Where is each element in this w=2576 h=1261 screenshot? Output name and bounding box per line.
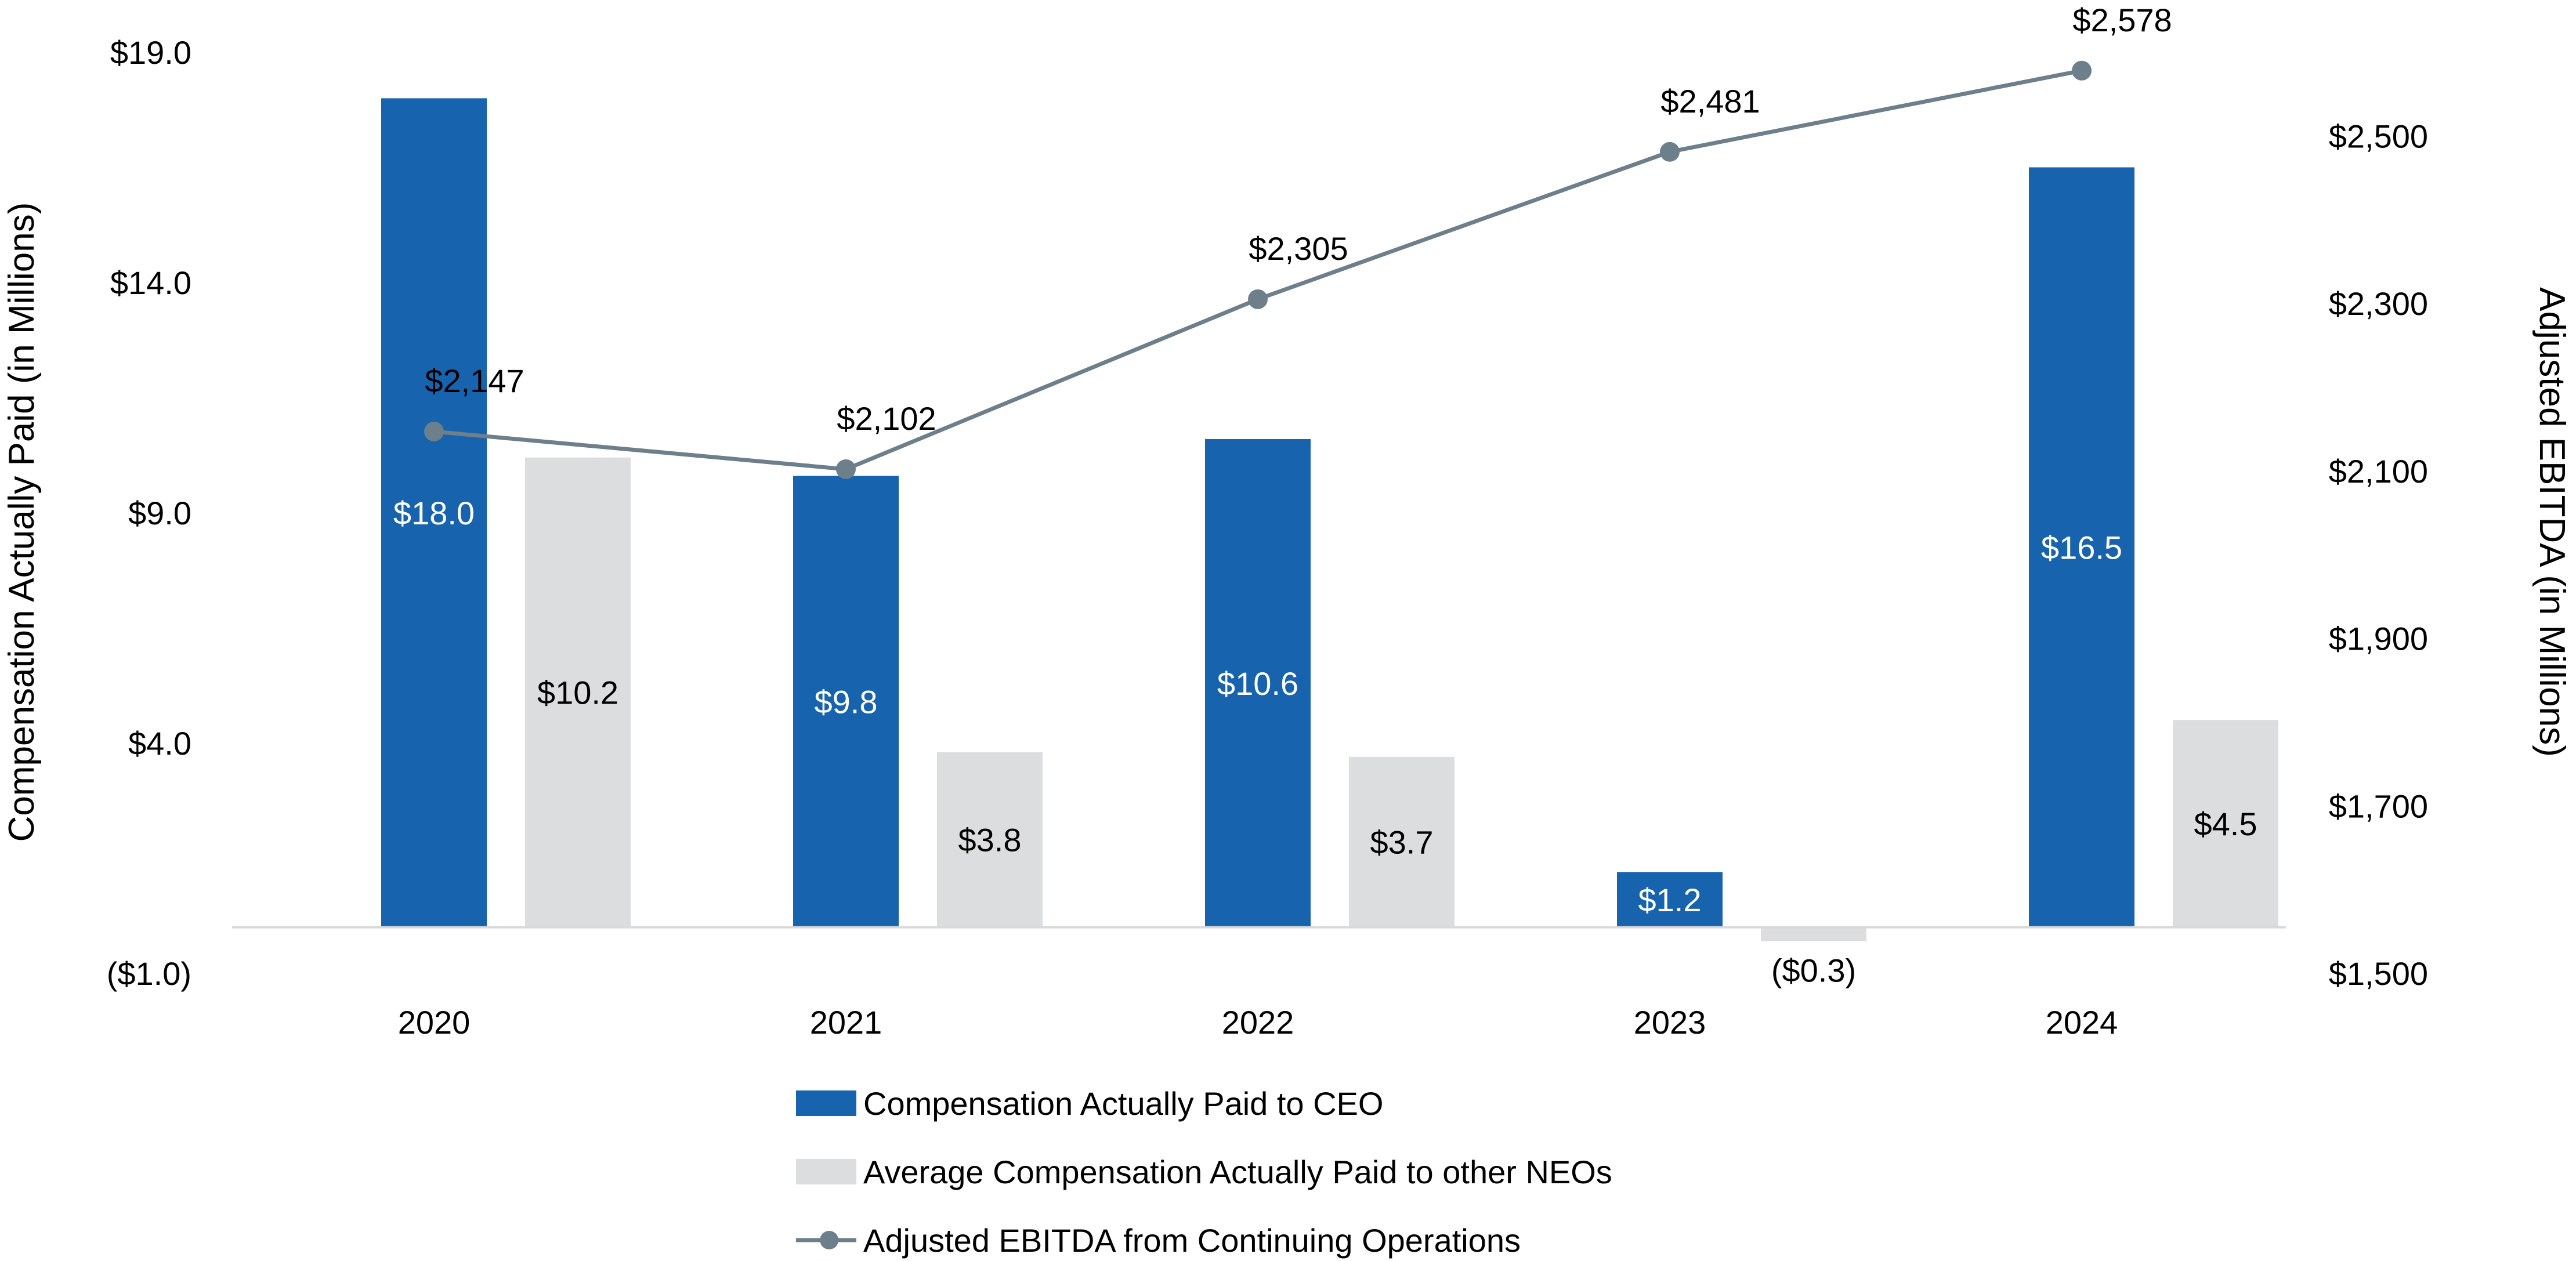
legend-swatch-neo (796, 1159, 856, 1184)
neo-bar (525, 457, 631, 927)
left-axis-title: Compensation Actually Paid (in Millions) (2, 202, 42, 842)
category-labels: 2020 2021 2022 2023 2024 (398, 1004, 2118, 1041)
right-axis-ticks: $2,500 $2,300 $2,100 $1,900 $1,700 $1,500 (2329, 118, 2428, 992)
ceo-bar (1205, 439, 1311, 927)
legend-label: Adjusted EBITDA from Continuing Operatio… (863, 1222, 1521, 1259)
ebitda-point (1248, 289, 1268, 309)
legend-label: Average Compensation Actually Paid to ot… (863, 1154, 1612, 1190)
ebitda-label: $2,578 (2072, 2, 2172, 38)
category-label: 2024 (2046, 1004, 2118, 1041)
right-tick-label: $2,100 (2329, 453, 2428, 490)
left-tick-label: $19.0 (110, 34, 191, 71)
category-label: 2022 (1222, 1004, 1294, 1041)
neo-bar-label: ($0.3) (1771, 952, 1856, 988)
ceo-bar-label: $9.8 (815, 684, 878, 720)
ceo-bar (381, 98, 487, 927)
ebitda-line (433, 68, 2082, 472)
ceo-bar (1617, 872, 1723, 927)
neo-bar-label: $10.2 (537, 675, 618, 711)
ebitda-point (836, 459, 856, 479)
legend-swatch-ceo (796, 1090, 856, 1116)
ebitda-point (424, 421, 444, 441)
ebitda-label: $2,305 (1249, 230, 1348, 267)
bars: $18.0 $9.8 $10.6 $1.2 $16.5 $10.2 $3.8 $3.7 ($0.… (381, 98, 2278, 988)
left-tick-label: $4.0 (128, 725, 191, 762)
neo-bar (1349, 756, 1455, 927)
category-label: 2021 (810, 1004, 882, 1041)
right-tick-label: $2,300 (2329, 285, 2428, 322)
ebitda-label: $2,147 (425, 363, 524, 399)
right-tick-label: $2,500 (2329, 118, 2428, 154)
ebitda-line-series: $2,147 $2,102 $2,305 $2,481 $2,578 (424, 2, 2172, 479)
neo-bar (937, 752, 1043, 927)
left-tick-label: ($1.0) (107, 955, 191, 992)
neo-bar-label: $4.5 (2194, 806, 2257, 842)
ebitda-label: $2,102 (837, 400, 936, 437)
ceo-bar (793, 476, 899, 927)
category-label: 2023 (1634, 1004, 1706, 1041)
right-tick-label: $1,500 (2329, 955, 2428, 992)
ebitda-label: $2,481 (1660, 83, 1760, 119)
legend: Compensation Actually Paid to CEO Average… (796, 1085, 1612, 1259)
left-axis-ticks: $19.0 $14.0 $9.0 $4.0 ($1.0) (107, 34, 191, 992)
ceo-bar-label: $1.2 (1638, 882, 1702, 918)
neo-bar (2173, 720, 2278, 927)
legend-label: Compensation Actually Paid to CEO (863, 1085, 1383, 1122)
ceo-bar-label: $10.6 (1217, 665, 1298, 702)
right-tick-label: $1,700 (2329, 788, 2428, 824)
left-tick-label: $14.0 (110, 264, 191, 301)
ceo-bar (2029, 167, 2134, 927)
neo-bar-label: $3.7 (1370, 824, 1434, 861)
left-tick-label: $9.0 (128, 495, 191, 531)
ebitda-point (1660, 142, 1680, 162)
ebitda-point (2072, 60, 2092, 81)
neo-bar-label: $3.8 (958, 822, 1022, 858)
ceo-bar-label: $16.5 (2041, 530, 2122, 566)
right-axis-title: Adjusted EBITDA (in Millions) (2532, 287, 2572, 757)
legend-swatch-ebitda-point (820, 1231, 839, 1249)
category-label: 2020 (398, 1004, 471, 1041)
right-tick-label: $1,900 (2329, 621, 2428, 657)
neo-bar (1761, 927, 1866, 941)
ceo-bar-label: $18.0 (393, 495, 475, 531)
